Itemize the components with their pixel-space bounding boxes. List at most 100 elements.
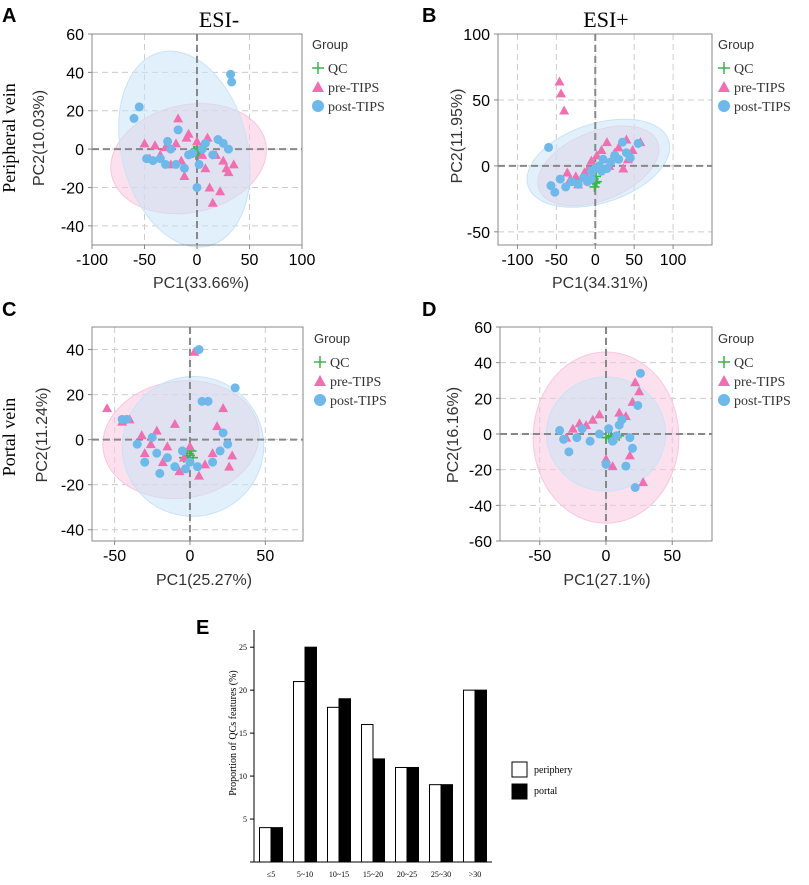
pre-tips-point (607, 461, 618, 471)
post-tips-point (155, 468, 165, 478)
x-tick-label: 0 (186, 548, 195, 565)
x-tick-label: -50 (103, 548, 126, 565)
post-tips-point (192, 182, 202, 192)
legend-label-qc: QC (734, 62, 753, 77)
scatter-plot-c: -50 0 50 -40 -20 0 20 40 (61, 326, 304, 565)
x-tick-label: 15~20 (363, 870, 383, 879)
y-tick-label: 15 (239, 729, 247, 738)
post-tips-marker-icon (718, 100, 730, 112)
pre-tips-point (162, 441, 173, 451)
post-tips-point (612, 431, 622, 441)
panel-b-xlabel: PC1(34.31%) (552, 275, 648, 292)
panel-letter-d: D (422, 299, 436, 321)
post-tips-point (179, 163, 189, 173)
post-tips-point (598, 154, 608, 164)
panel-letter-b: B (422, 5, 436, 27)
pre-tips-point (614, 407, 625, 417)
pre-tips-point (150, 140, 160, 150)
legend-label-periphery: periphery (534, 765, 572, 776)
bar-periphery (259, 827, 272, 863)
y-tick-label: 20 (66, 104, 84, 121)
post-tips-point (132, 439, 142, 449)
legend-item-pre: pre-TIPS (312, 81, 379, 96)
x-tick-label: 25~30 (431, 870, 451, 879)
pre-tips-point (562, 167, 573, 177)
post-tips-point (555, 174, 565, 184)
pre-tips-point (618, 163, 629, 173)
pre-tips-marker-icon (314, 375, 326, 386)
pre-tips-point (173, 113, 184, 123)
legend-label-pre: pre-TIPS (330, 375, 381, 390)
bar-periphery (463, 689, 476, 863)
y-tick-label: 0 (75, 433, 84, 450)
post-tips-point (628, 443, 637, 453)
panel-d-xlabel: PC1(27.1%) (563, 572, 650, 589)
row-label-peripheral: Peripheral vein (0, 83, 19, 192)
post-tips-point (177, 446, 187, 456)
pre-tips-point (223, 167, 234, 177)
pre-tips-point (227, 450, 238, 460)
x-tick-label: 50 (625, 252, 643, 269)
y-tick-label: 20 (66, 388, 84, 405)
y-tick-label: 0 (483, 427, 492, 444)
post-tips-point (155, 154, 165, 164)
y-tick-label: -20 (61, 478, 84, 495)
post-tips-point (188, 148, 198, 158)
panel-letter-a: A (2, 5, 16, 27)
bar-periphery (429, 784, 442, 863)
post-tips-point (208, 150, 218, 160)
panel-d-ylabel: PC2(16.16%) (445, 387, 462, 483)
post-tips-marker-icon (312, 100, 324, 112)
y-tick-label: -40 (469, 498, 492, 515)
bar-periphery (395, 766, 408, 863)
bar-portal (338, 698, 351, 863)
bar-chart-e: 5 10 15 20 25 ≤5 5~10 10~15 15~20 20~25 25~30 >30 (239, 630, 492, 879)
post-tips-point (555, 425, 565, 435)
pre-tips-point (559, 105, 570, 115)
post-tips-point (171, 159, 181, 169)
post-tips-point (546, 181, 556, 191)
panel-c-xlabel: PC1(25.27%) (156, 572, 252, 589)
pre-tips-point (192, 136, 202, 146)
panel-b-ylabel: PC2(11.95%) (449, 89, 466, 184)
x-tick-label: 20~25 (397, 870, 417, 879)
post-tips-point (564, 447, 574, 457)
legend-label-post: post-TIPS (330, 394, 387, 409)
pre-tips-point (145, 439, 156, 449)
post-tips-point (601, 459, 611, 469)
y-tick-label: 0 (75, 142, 84, 159)
pre-tips-point (630, 377, 641, 387)
y-tick-label: -40 (61, 523, 84, 540)
bar-periphery (293, 681, 306, 863)
pre-tips-point (169, 418, 180, 428)
pre-tips-point (197, 149, 208, 159)
plot-frame (497, 33, 713, 246)
panel-letter-e: E (196, 617, 209, 639)
legend-title: Group (718, 331, 754, 346)
post-tips-point (166, 144, 176, 154)
pre-tips-point (215, 186, 226, 196)
legend-title: Group (718, 37, 754, 52)
scatter-plot-b: -100 -50 0 50 100 -50 0 50 100 (463, 27, 713, 269)
legend-item-post: post-TIPS (314, 394, 387, 409)
post-tips-point (218, 138, 228, 148)
legend-label-post: post-TIPS (734, 394, 791, 409)
legend-c: Group QC pre-TIPS post-TIPS (314, 331, 387, 409)
pre-tips-point (634, 386, 645, 396)
pre-tips-point (596, 145, 607, 155)
post-tips-point (223, 439, 233, 449)
bar-portal (440, 784, 453, 863)
post-tips-point (550, 187, 560, 197)
post-tips-point (152, 448, 162, 458)
bar-portal (474, 689, 487, 863)
bar-portal (304, 646, 317, 863)
pre-tips-point (587, 414, 598, 424)
plot-frame (91, 326, 304, 542)
post-tips-point (162, 453, 172, 463)
qc-marker-icon (718, 62, 730, 74)
x-tick-label: 50 (256, 548, 274, 565)
post-tips-point (585, 436, 595, 446)
post-tips-point (621, 461, 631, 471)
post-tips-point (180, 464, 190, 474)
y-tick-label: 100 (463, 27, 490, 44)
